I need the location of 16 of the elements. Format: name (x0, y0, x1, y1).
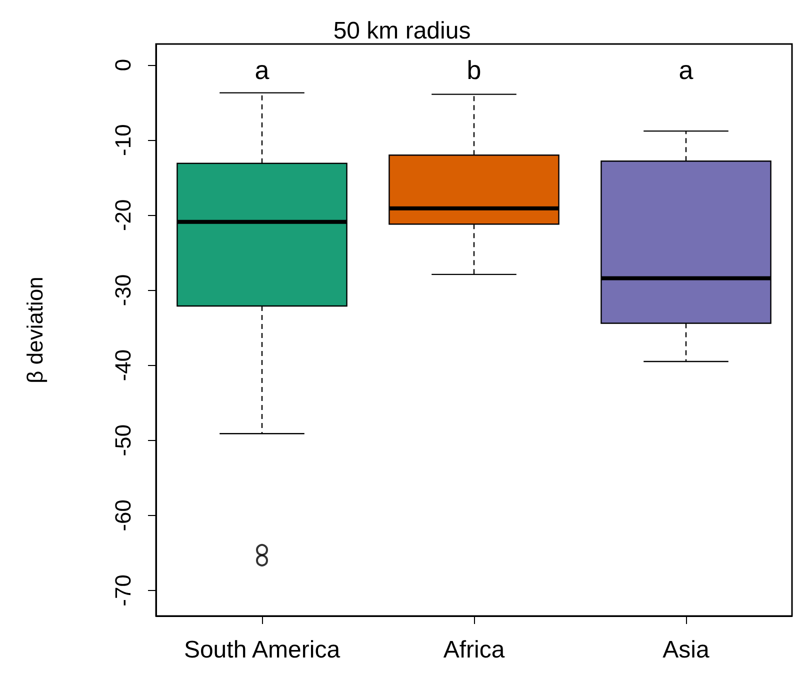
annotation: b (466, 55, 482, 85)
y-tick-label: -40 (110, 349, 136, 382)
annotation: a (254, 55, 270, 85)
chart-title: 50 km radius (333, 18, 471, 44)
y-tick-label: -70 (110, 574, 136, 606)
y-tick-label: -10 (110, 124, 136, 156)
y-tick-label: 0 (110, 58, 136, 72)
y-tick-label: -30 (110, 274, 136, 306)
y-tick-label: -20 (110, 199, 136, 232)
x-tick-label: Asia (662, 636, 710, 664)
y-tick-label: -50 (110, 424, 136, 456)
annotation: a (678, 55, 694, 85)
y-axis-title: β deviation (22, 276, 48, 384)
y-tick-label: -60 (110, 500, 136, 532)
x-tick-label: Africa (443, 636, 506, 664)
x-tick-label: South America (184, 636, 341, 664)
